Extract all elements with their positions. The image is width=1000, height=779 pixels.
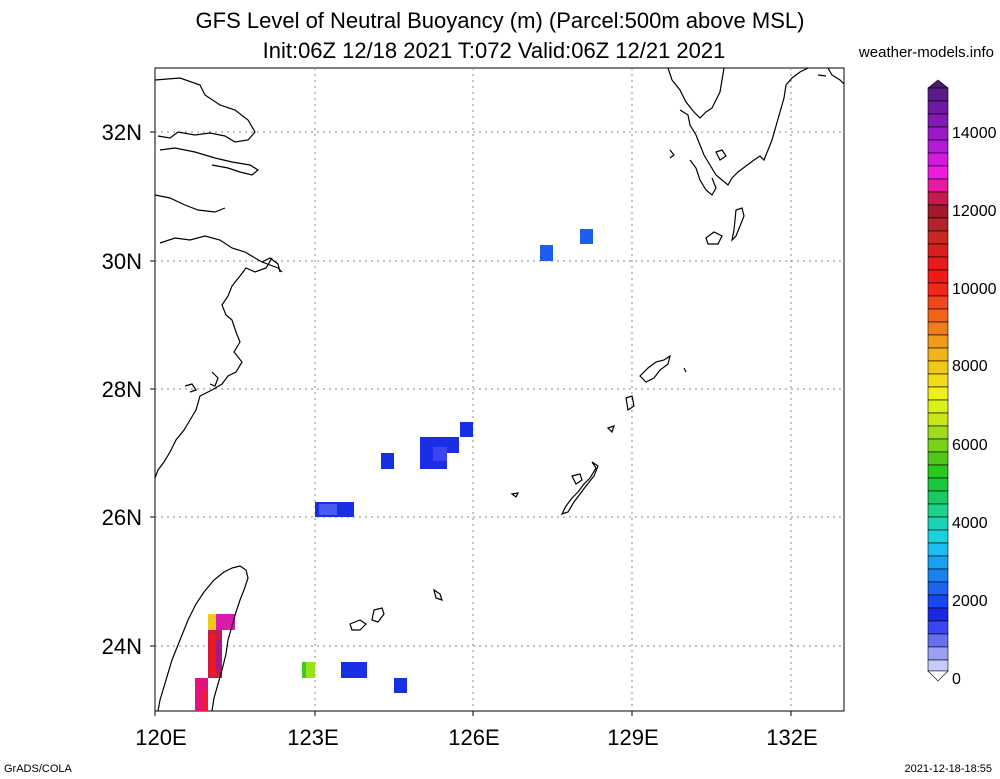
- lat-label: 30N: [102, 249, 142, 274]
- colorbar-label: 10000: [952, 281, 997, 298]
- chart-title: GFS Level of Neutral Buoyancy (m) (Parce…: [195, 8, 805, 33]
- colorbar-label: 2000: [952, 593, 988, 610]
- lat-label: 24N: [102, 634, 142, 659]
- lon-label: 123E: [287, 725, 338, 750]
- colorbar-label: 12000: [952, 203, 997, 220]
- lat-label: 28N: [102, 377, 142, 402]
- footer-timestamp: 2021-12-18-18:55: [904, 763, 992, 775]
- lat-label: 26N: [102, 505, 142, 530]
- colorbar-label: 14000: [952, 125, 997, 142]
- lon-label: 132E: [766, 725, 817, 750]
- lon-label: 126E: [448, 725, 499, 750]
- credit-label: weather-models.info: [858, 44, 994, 61]
- chart-subtitle: Init:06Z 12/18 2021 T:072 Valid:06Z 12/2…: [262, 38, 726, 63]
- lnb-shading: [195, 229, 593, 711]
- colorbar-label: 0: [952, 671, 961, 688]
- lon-label: 120E: [135, 725, 186, 750]
- lat-label: 32N: [102, 120, 142, 145]
- colorbar: [927, 79, 949, 682]
- colorbar-label: 8000: [952, 358, 988, 375]
- lat-labels: 24N 26N 28N 30N 32N: [102, 120, 142, 659]
- coastlines: [155, 68, 844, 711]
- footer-left-label: GrADS/COLA: [4, 763, 72, 775]
- lon-labels: 120E 123E 126E 129E 132E: [135, 725, 817, 750]
- colorbar-label: 4000: [952, 515, 988, 532]
- lon-label: 129E: [607, 725, 658, 750]
- colorbar-labels: 0 2000 4000 6000 8000 10000 12000 14000: [952, 125, 997, 688]
- axis-ticks: [150, 131, 792, 716]
- colorbar-label: 6000: [952, 437, 988, 454]
